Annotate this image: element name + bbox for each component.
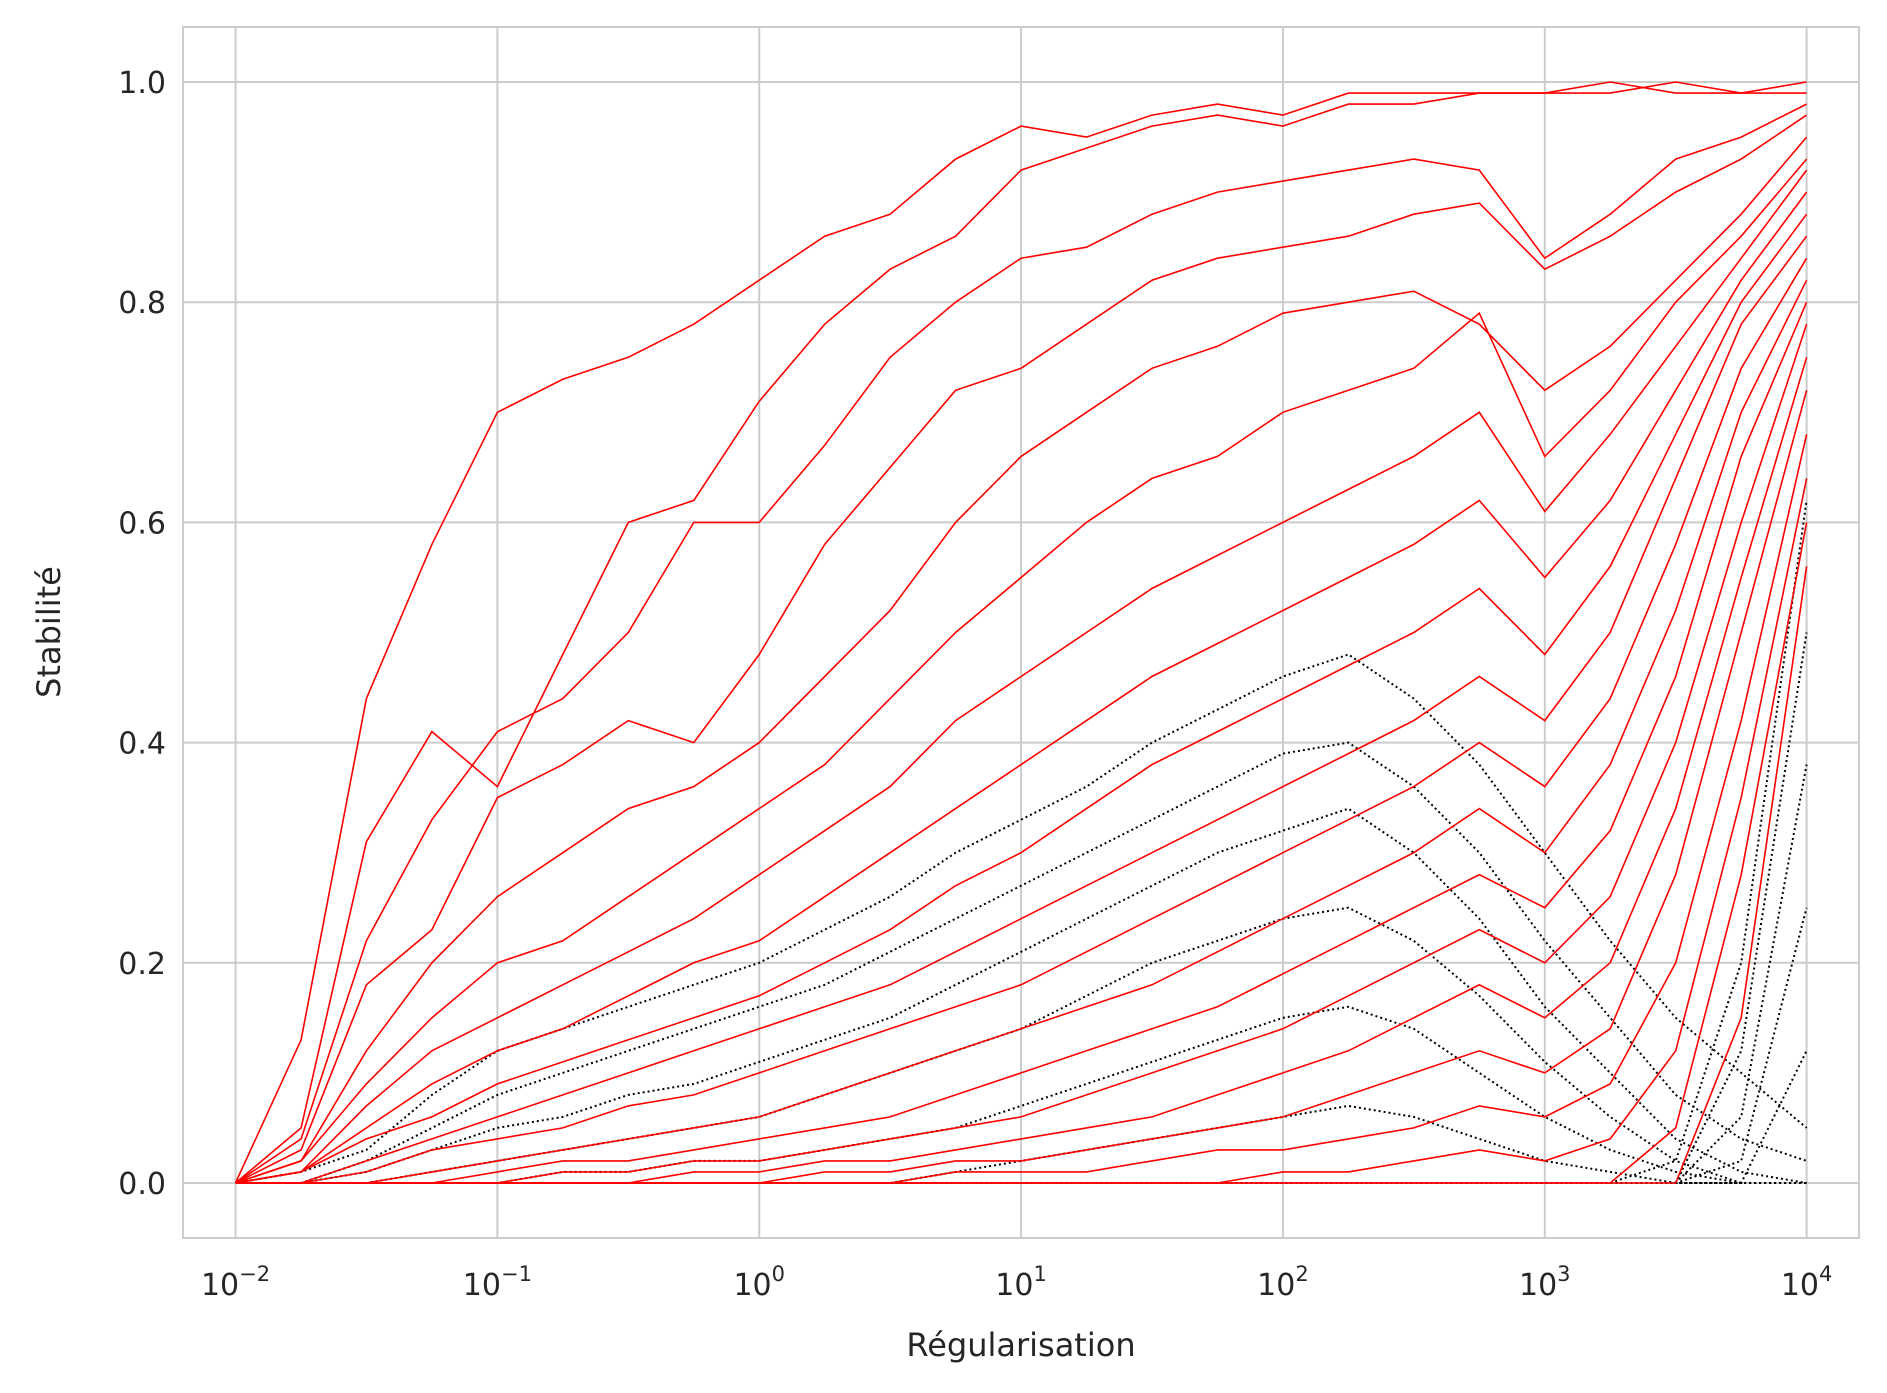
unselected-series-line-2	[235, 741, 1807, 1184]
selected-series-line-20	[235, 566, 1808, 1184]
selected-series-line-12	[235, 279, 1808, 1184]
selected-series-line-7	[235, 169, 1808, 1184]
unselected-series-line-3	[235, 807, 1807, 1184]
x-tick-label: 100	[733, 1262, 785, 1303]
x-tick-label: 10−2	[201, 1262, 270, 1303]
selected-series-line-2	[234, 81, 1807, 1184]
x-tick-label: 102	[1257, 1262, 1309, 1303]
selected-series-line-10	[235, 235, 1808, 1184]
y-tick-label: 0.2	[118, 947, 166, 982]
y-tick-label: 1.0	[118, 66, 166, 101]
x-tick-label: 103	[1519, 1262, 1571, 1303]
selected-series-line-5	[235, 136, 1808, 1184]
x-tick-label: 10−1	[463, 1262, 532, 1303]
x-axis-title: Régularisation	[906, 1326, 1135, 1364]
plot-area	[234, 81, 1808, 1184]
selected-series-line-9	[235, 213, 1808, 1184]
selected-series-line-8	[235, 191, 1808, 1184]
selected-series-line-13	[235, 301, 1808, 1184]
grid-lines	[183, 27, 1859, 1238]
x-tick-label: 104	[1781, 1262, 1833, 1303]
selected-series-line-3	[235, 103, 1807, 1184]
y-tick-label: 0.6	[118, 506, 166, 541]
selected-series-line-11	[235, 257, 1808, 1184]
y-axis-ticks: 0.0 0.2 0.4 0.6 0.8 1.0	[118, 66, 166, 1202]
x-tick-label: 101	[995, 1262, 1047, 1303]
y-tick-label: 0.8	[118, 286, 166, 321]
y-tick-label: 0.4	[118, 727, 166, 762]
y-axis-title: Stabilité	[30, 566, 68, 698]
selected-series-line-6	[235, 158, 1808, 1184]
plot-frame	[182, 26, 1860, 1239]
selected-series-line-4	[235, 114, 1808, 1184]
y-tick-label: 0.0	[118, 1167, 166, 1202]
unselected-series-line-1	[235, 653, 1808, 1184]
x-axis-ticks: 10−2 10−1 100 101 102 103 104	[201, 1262, 1832, 1303]
